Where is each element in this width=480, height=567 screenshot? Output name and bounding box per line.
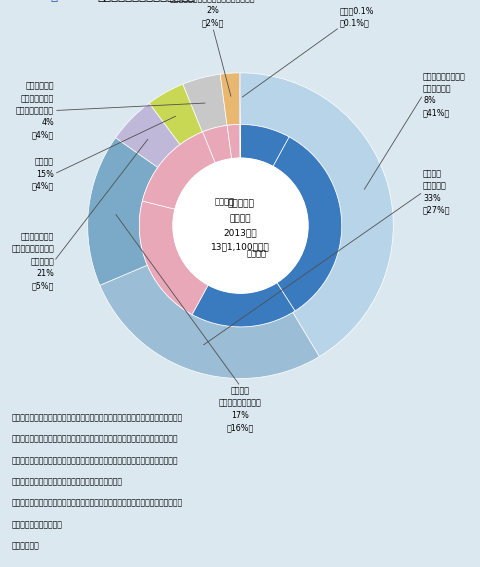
Text: 産業部門
（工場等）
33%
（27%）: 産業部門 （工場等） 33% （27%） [422, 169, 450, 215]
Wedge shape [240, 73, 393, 357]
Text: う排出量を電力消費量及び熱消費量に応じて最終需要部門に配分した後の: う排出量を電力消費量及び熱消費量に応じて最終需要部門に配分した後の [12, 456, 178, 465]
Text: その他0.1%
（0.1%）: その他0.1% （0.1%） [339, 6, 373, 27]
Wedge shape [273, 137, 341, 311]
Wedge shape [142, 132, 215, 209]
Wedge shape [100, 265, 319, 378]
Wedge shape [192, 282, 294, 327]
Text: 工業プロセス
及び製品の使用
（石灰石消費等）
4%
（4%）: 工業プロセス 及び製品の使用 （石灰石消費等） 4% （4%） [16, 82, 54, 139]
Wedge shape [115, 103, 180, 167]
Wedge shape [139, 201, 208, 315]
Wedge shape [239, 73, 240, 125]
Text: 割合（上段の数字）を、それぞれ示している。: 割合（上段の数字）を、それぞれ示している。 [12, 477, 123, 486]
Text: 注１：内側の円は各部門の直接の排出量の割合（下段カッコ内の数字）を、また、: 注１：内側の円は各部門の直接の排出量の割合（下段カッコ内の数字）を、また、 [12, 413, 183, 422]
Wedge shape [240, 125, 288, 167]
Wedge shape [202, 125, 231, 163]
Text: 図1-1-C: 図1-1-C [50, 0, 92, 3]
Circle shape [173, 158, 307, 293]
Text: 業務その他部門
（商業・サービス・
事業所等）
21%
（5%）: 業務その他部門 （商業・サービス・ 事業所等） 21% （5%） [11, 232, 54, 290]
Text: 間接排出: 間接排出 [246, 249, 266, 258]
Wedge shape [149, 84, 202, 145]
Wedge shape [182, 74, 227, 132]
Text: 直接排出: 直接排出 [214, 197, 234, 206]
Text: 資料：環境省: 資料：環境省 [12, 541, 40, 551]
Text: 二酸化炭素
総排出量
2013年度
13億1,100万トン: 二酸化炭素 総排出量 2013年度 13億1,100万トン [211, 200, 269, 252]
Text: 外側の円は電気事業者の発電に伴う排出量及び熱供給事業者の熱発生に伴: 外側の円は電気事業者の発電に伴う排出量及び熱供給事業者の熱発生に伴 [12, 434, 178, 443]
Text: エネルギー転換部門
（発電所等）
8%
（41%）: エネルギー転換部門 （発電所等） 8% （41%） [422, 72, 465, 117]
Wedge shape [220, 73, 240, 125]
Wedge shape [227, 125, 240, 159]
Text: 廃棄物（廃プラスチック、廃油の焼却）
2%
（2%）: 廃棄物（廃プラスチック、廃油の焼却） 2% （2%） [169, 0, 255, 27]
Text: 二酸化炭素排出量の部門別内訳: 二酸化炭素排出量の部門別内訳 [97, 0, 195, 3]
Text: 家庭部門
15%
（4%）: 家庭部門 15% （4%） [32, 158, 54, 191]
Text: ２：統計誤差、四捨五入等のため、排出量割合の合計は必ずしも１００％になら: ２：統計誤差、四捨五入等のため、排出量割合の合計は必ずしも１００％になら [12, 499, 183, 507]
Text: 運輸部門
（自動車・船舶等）
17%
（16%）: 運輸部門 （自動車・船舶等） 17% （16%） [219, 387, 261, 432]
Text: ないことがある。: ないことがある。 [12, 520, 63, 529]
Wedge shape [87, 138, 157, 285]
